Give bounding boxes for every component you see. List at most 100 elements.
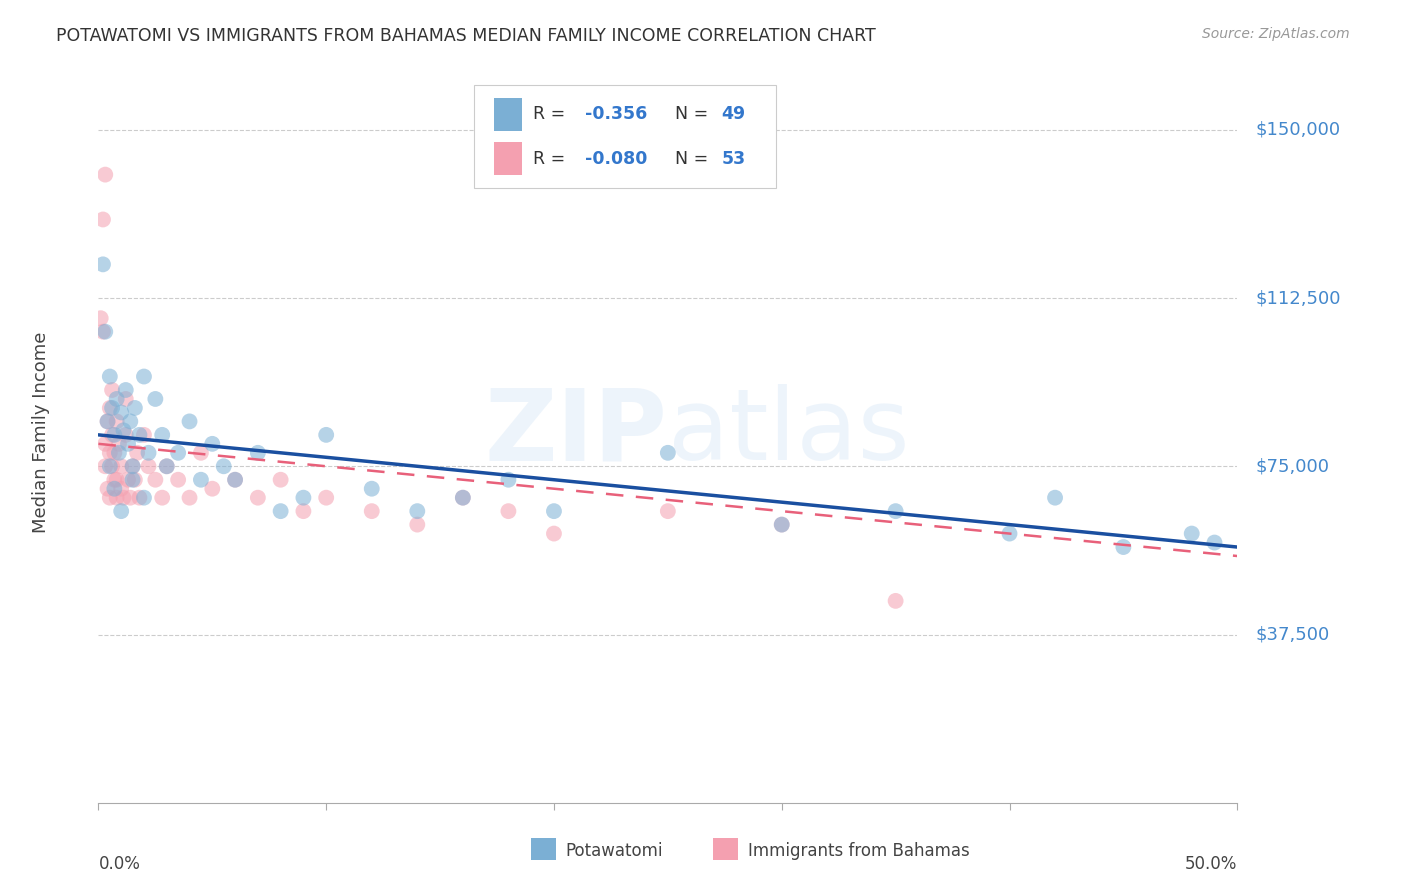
Point: [498, 504, 520, 518]
Point: [105, 491, 128, 505]
Point: [120, 491, 142, 505]
Text: atlas: atlas: [668, 384, 910, 481]
Point: [96, 414, 118, 428]
Point: [360, 504, 382, 518]
Point: [132, 369, 155, 384]
Point: [167, 473, 190, 487]
Text: ZIP: ZIP: [485, 384, 668, 481]
Text: Potawatomi: Potawatomi: [565, 842, 662, 860]
Point: [98, 446, 121, 460]
Point: [167, 446, 190, 460]
Point: [96, 482, 118, 496]
Text: $150,000: $150,000: [1256, 120, 1341, 139]
Text: POTAWATOMI VS IMMIGRANTS FROM BAHAMAS MEDIAN FAMILY INCOME CORRELATION CHART: POTAWATOMI VS IMMIGRANTS FROM BAHAMAS ME…: [56, 27, 876, 45]
Point: [657, 504, 679, 518]
Point: [315, 428, 337, 442]
Point: [105, 473, 128, 487]
Point: [101, 401, 124, 415]
Point: [98, 369, 121, 384]
Text: -0.356: -0.356: [585, 105, 647, 123]
Point: [315, 491, 337, 505]
Point: [145, 392, 167, 406]
Text: 0.0%: 0.0%: [98, 855, 141, 872]
Text: -0.080: -0.080: [585, 150, 647, 168]
Text: N =: N =: [665, 150, 714, 168]
Point: [90, 311, 112, 326]
Point: [138, 446, 160, 460]
Point: [156, 459, 179, 474]
Text: N =: N =: [665, 105, 714, 123]
Text: Median Family Income: Median Family Income: [32, 332, 51, 533]
Point: [156, 459, 179, 474]
Point: [451, 491, 474, 505]
Text: Immigrants from Bahamas: Immigrants from Bahamas: [748, 842, 969, 860]
Text: $75,000: $75,000: [1256, 458, 1330, 475]
Text: 53: 53: [721, 150, 745, 168]
Point: [406, 517, 429, 532]
Point: [120, 414, 142, 428]
Point: [246, 491, 269, 505]
Point: [103, 473, 125, 487]
Point: [124, 401, 146, 415]
Point: [201, 437, 224, 451]
Point: [1112, 540, 1135, 554]
Point: [360, 482, 382, 496]
Point: [270, 473, 292, 487]
Point: [101, 383, 124, 397]
Point: [108, 437, 131, 451]
Text: $112,500: $112,500: [1256, 289, 1341, 307]
Point: [98, 401, 121, 415]
Point: [498, 473, 520, 487]
Point: [150, 428, 173, 442]
Point: [105, 414, 128, 428]
Point: [770, 517, 793, 532]
Point: [112, 491, 135, 505]
Point: [150, 491, 173, 505]
Point: [94, 325, 117, 339]
Text: $37,500: $37,500: [1256, 625, 1330, 643]
Text: Source: ZipAtlas.com: Source: ZipAtlas.com: [1202, 27, 1350, 41]
Point: [1204, 535, 1226, 549]
Point: [190, 473, 212, 487]
Point: [406, 504, 429, 518]
FancyBboxPatch shape: [713, 838, 738, 860]
Point: [657, 446, 679, 460]
Point: [114, 428, 136, 442]
Point: [543, 526, 565, 541]
FancyBboxPatch shape: [494, 142, 522, 176]
Point: [108, 446, 131, 460]
Point: [128, 428, 150, 442]
Point: [884, 594, 907, 608]
Point: [114, 383, 136, 397]
Point: [94, 459, 117, 474]
Point: [998, 526, 1021, 541]
Point: [101, 428, 124, 442]
Point: [91, 325, 114, 339]
Point: [1181, 526, 1204, 541]
Text: 50.0%: 50.0%: [1185, 855, 1237, 872]
Point: [451, 491, 474, 505]
Point: [94, 437, 117, 451]
Point: [292, 504, 315, 518]
Point: [110, 459, 132, 474]
Point: [96, 414, 118, 428]
Text: R =: R =: [533, 105, 571, 123]
Point: [270, 504, 292, 518]
Point: [190, 446, 212, 460]
FancyBboxPatch shape: [494, 97, 522, 131]
Text: R =: R =: [533, 150, 571, 168]
Point: [132, 428, 155, 442]
Point: [212, 459, 235, 474]
Point: [201, 482, 224, 496]
Point: [121, 473, 143, 487]
Point: [121, 459, 143, 474]
Point: [770, 517, 793, 532]
Point: [292, 491, 315, 505]
Point: [128, 491, 150, 505]
Point: [101, 459, 124, 474]
Point: [117, 437, 139, 451]
Point: [179, 414, 201, 428]
FancyBboxPatch shape: [474, 85, 776, 188]
Point: [94, 168, 117, 182]
Point: [246, 446, 269, 460]
